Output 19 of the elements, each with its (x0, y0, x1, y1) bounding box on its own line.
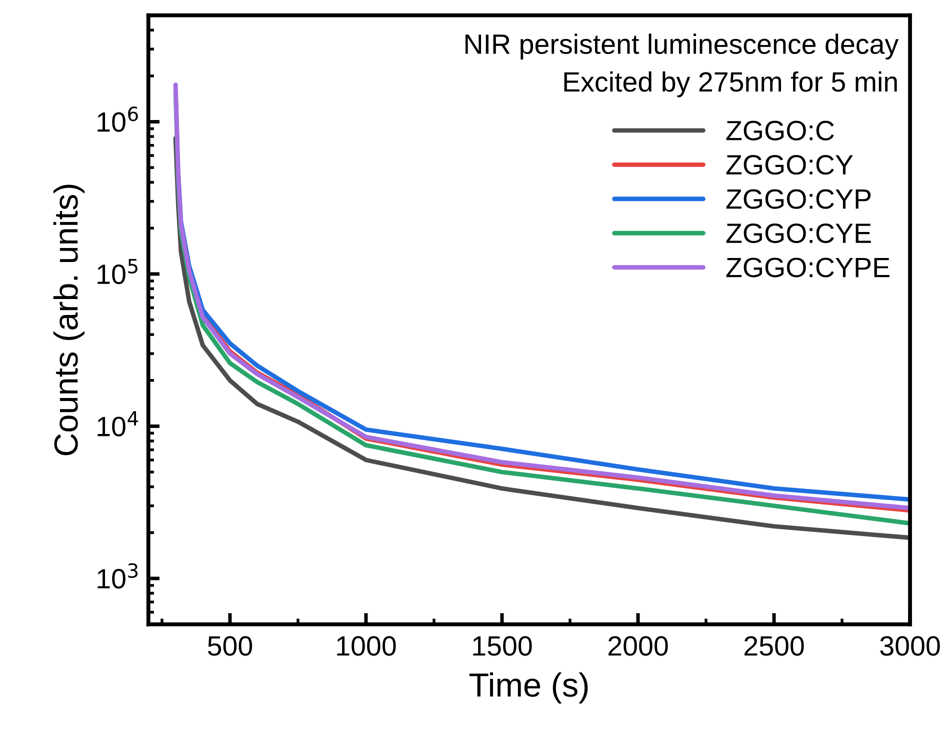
legend-label: ZGGO:CY (726, 155, 853, 175)
x-tick-label: 1000 (337, 636, 396, 656)
legend-label: ZGGO:C (726, 120, 834, 140)
legend-label: ZGGO:CYP (726, 189, 871, 209)
x-tick-label: 500 (208, 636, 252, 656)
annotation: Excited by 275nm for 5 min (564, 71, 897, 98)
x-tick-label: 1500 (473, 636, 532, 656)
x-axis-title: Time (s) (469, 672, 588, 704)
y-tick-label: 10$^{5}$ (98, 259, 138, 284)
legend-label: ZGGO:CYE (726, 223, 871, 244)
x-tick-label: 2500 (744, 636, 804, 656)
y-axis-title: Counts (arb. units) (53, 184, 84, 456)
y-tick-label: 10$^{3}$ (98, 563, 138, 589)
legend-label: ZGGO:CYPE (726, 258, 890, 278)
annotation: NIR persistent luminescence decay (466, 34, 899, 60)
x-tick-label: 3000 (880, 636, 940, 656)
x-tick-label: 2000 (608, 636, 668, 656)
y-tick-label: 10$^{4}$ (98, 411, 138, 436)
y-tick-label: 10$^{6}$ (98, 106, 138, 132)
